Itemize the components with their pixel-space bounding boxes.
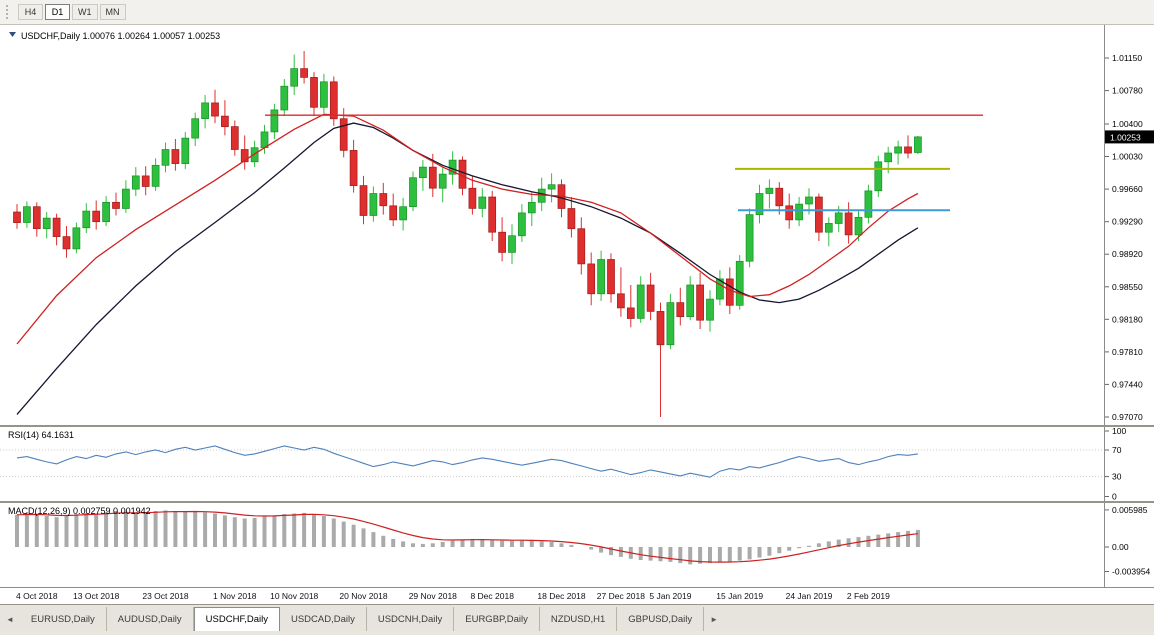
main-price-chart[interactable]: 1.01150 1.00780 1.00400 1.00030 0.99660 0.992… <box>0 25 1154 425</box>
price-tick-label: 1.01150 <box>1112 53 1142 63</box>
rsi-tick-label: 100 <box>1112 427 1126 436</box>
date-tick-label: 2 Feb 2019 <box>846 591 890 601</box>
chart-title: USDCHF,Daily 1.00076 1.00264 1.00057 1.0… <box>21 31 220 41</box>
date-tick-label: 24 Jan 2019 <box>785 591 833 601</box>
price-tick-label: 0.97070 <box>1112 412 1143 422</box>
rsi-indicator-panel[interactable]: 100 70 30 0 RSI(14) 64.1631 <box>0 427 1154 501</box>
price-tick-label: 0.99290 <box>1112 217 1143 227</box>
tab-scroll-left-button[interactable]: ◄ <box>6 614 14 624</box>
panel-splitter[interactable] <box>0 501 1154 503</box>
timeframe-toolbar: H4 D1 W1 MN <box>0 0 1154 25</box>
macd-label: MACD(12,26,9) 0.002759 0.001942 <box>8 506 151 516</box>
date-tick-label: 23 Oct 2018 <box>142 591 189 601</box>
symbol-tab-NZDUSD[interactable]: NZDUSD,H1 <box>539 607 618 631</box>
date-tick-label: 15 Jan 2019 <box>716 591 764 601</box>
current-price-text: 1.00253 <box>1110 132 1141 142</box>
price-tick-label: 0.98550 <box>1112 282 1143 292</box>
date-tick-label: 8 Dec 2018 <box>470 591 514 601</box>
macd-indicator-panel[interactable]: 0.005985 0.00 -0.003954 MACD(12,26,9) 0.002… <box>0 503 1154 587</box>
toolbar-grip <box>6 5 11 19</box>
macd-tick-label: -0.003954 <box>1112 567 1151 577</box>
date-tick-label: 13 Oct 2018 <box>73 591 120 601</box>
rsi-tick-label: 70 <box>1112 445 1122 455</box>
price-tick-label: 1.00030 <box>1112 152 1143 162</box>
date-tick-label: 5 Jan 2019 <box>649 591 692 601</box>
price-tick-label: 0.98920 <box>1112 249 1143 259</box>
price-tick-label: 0.97810 <box>1112 347 1143 357</box>
macd-signal-line <box>16 510 918 563</box>
panel-splitter[interactable] <box>0 425 1154 427</box>
date-tick-label: 29 Nov 2018 <box>408 591 457 601</box>
timeframe-button-D1[interactable]: D1 <box>45 4 70 20</box>
symbol-tab-USDCNH[interactable]: USDCNH,Daily <box>366 607 455 631</box>
date-axis[interactable]: 4 Oct 2018 13 Oct 2018 23 Oct 2018 1 Nov 20… <box>0 587 1154 604</box>
symbol-tab-AUDUSD[interactable]: AUDUSD,Daily <box>106 607 194 631</box>
symbol-tab-EURGBP[interactable]: EURGBP,Daily <box>454 607 540 631</box>
macd-tick-label: 0.005985 <box>1112 505 1148 515</box>
price-scale[interactable]: 1.01150 1.00780 1.00400 1.00030 0.99660 0.992… <box>1104 25 1154 425</box>
date-tick-label: 18 Dec 2018 <box>537 591 586 601</box>
date-tick-label: 10 Nov 2018 <box>270 591 319 601</box>
rsi-tick-label: 0 <box>1112 492 1117 502</box>
price-tick-label: 1.00400 <box>1112 119 1143 129</box>
timeframe-button-H4[interactable]: H4 <box>18 4 43 20</box>
rsi-tick-label: 30 <box>1112 472 1122 482</box>
rsi-line <box>16 445 918 478</box>
date-tick-label: 20 Nov 2018 <box>339 591 388 601</box>
symbol-tab-EURUSD[interactable]: EURUSD,Daily <box>19 607 107 631</box>
symbol-tab-USDCAD[interactable]: USDCAD,Daily <box>279 607 367 631</box>
tab-scroll-right-button[interactable]: ► <box>710 614 719 624</box>
date-tick-label: 1 Nov 2018 <box>213 591 257 601</box>
symbol-tabbar: ◄ EURUSD,Daily AUDUSD,Daily USDCHF,Daily USD… <box>0 604 1154 631</box>
timeframe-button-W1[interactable]: W1 <box>72 4 98 20</box>
date-tick-label: 27 Dec 2018 <box>596 591 645 601</box>
chart-region: 1.01150 1.00780 1.00400 1.00030 0.99660 0.992… <box>0 25 1154 604</box>
rsi-label: RSI(14) 64.1631 <box>8 430 74 440</box>
current-price-badge <box>1105 130 1154 144</box>
price-tick-label: 0.98180 <box>1112 314 1143 324</box>
ma-slow-line <box>16 122 919 415</box>
macd-tick-label: 0.00 <box>1112 542 1129 552</box>
price-tick-label: 0.97440 <box>1112 379 1143 389</box>
timeframe-button-MN[interactable]: MN <box>99 4 126 20</box>
chart-menu-triangle-icon[interactable] <box>9 32 16 37</box>
candles-layer[interactable] <box>13 51 922 417</box>
ma-fast-line <box>16 113 919 345</box>
date-tick-label: 4 Oct 2018 <box>16 591 58 601</box>
price-tick-label: 1.00780 <box>1112 86 1143 96</box>
symbol-tab-GBPUSD[interactable]: GBPUSD,Daily <box>617 607 705 631</box>
price-tick-label: 0.99660 <box>1112 184 1143 194</box>
symbol-tab-USDCHF[interactable]: USDCHF,Daily <box>193 607 280 631</box>
